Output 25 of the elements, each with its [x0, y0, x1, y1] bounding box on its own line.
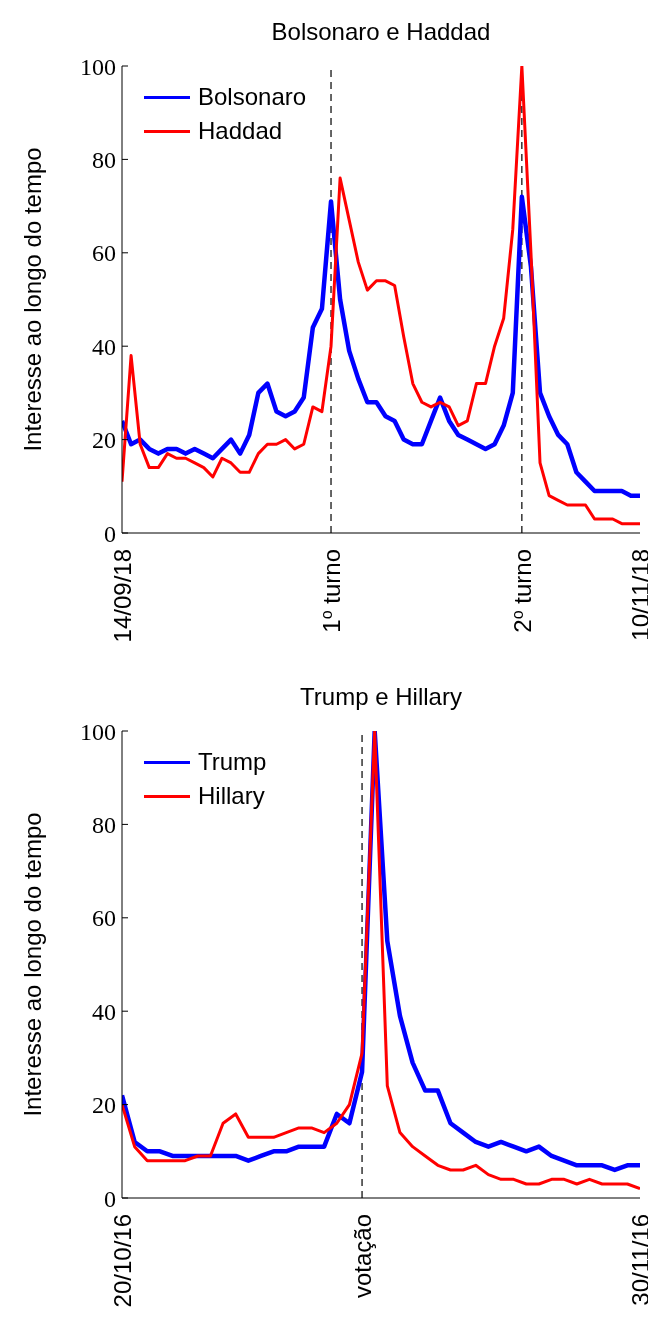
y-tick-label: 40 — [92, 333, 116, 360]
y-tick-label: 60 — [92, 240, 116, 267]
y-axis-title: Interesse ao longo do tempo — [18, 812, 46, 1117]
y-axis-title: Interesse ao longo do tempo — [18, 147, 46, 452]
y-tick-label: 20 — [92, 427, 116, 454]
chart-title: Trump e Hillary — [299, 683, 463, 711]
y-tick-label: 40 — [92, 998, 116, 1025]
legend-label: Haddad — [198, 117, 283, 145]
y-tick-label: 0 — [104, 520, 116, 547]
legend-label: Bolsonaro — [198, 83, 307, 111]
x-tick-label: 14/09/18 — [109, 549, 136, 643]
y-tick-label: 80 — [92, 146, 116, 173]
x-tick-label: votação — [349, 1214, 377, 1299]
y-tick-label: 20 — [92, 1092, 116, 1119]
line-series — [122, 66, 640, 526]
legend-label: Trump — [198, 748, 267, 776]
legend-label: Hillary — [198, 782, 265, 810]
chart-title: Bolsonaro e Haddad — [270, 18, 492, 46]
y-tick-label: 100 — [80, 718, 116, 745]
y-tick-label: 100 — [80, 53, 116, 80]
y-tick-label: 60 — [92, 905, 116, 932]
y-tick-label: 0 — [104, 1185, 116, 1212]
line-series — [122, 194, 640, 498]
x-tick-label: 20/10/16 — [109, 1214, 136, 1308]
y-tick-label: 80 — [92, 811, 116, 838]
